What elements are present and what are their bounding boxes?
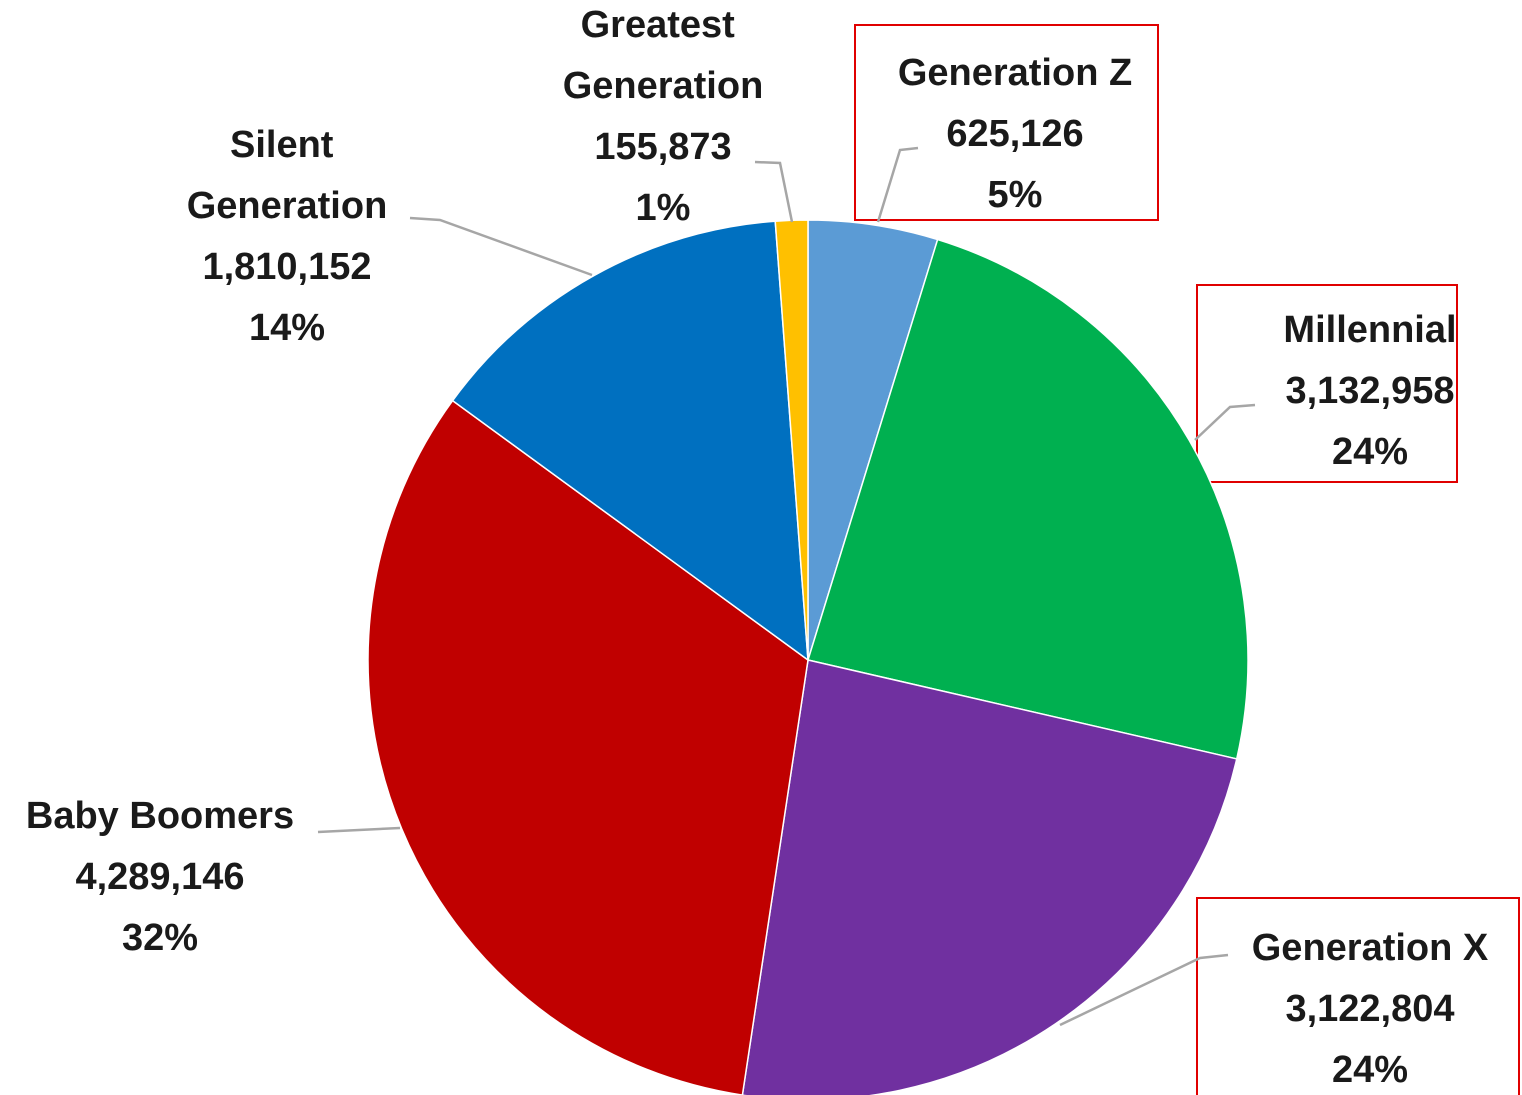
value-label: 1,810,152 (202, 246, 371, 288)
value-label: 4,289,146 (75, 856, 244, 898)
leader-line (317, 826, 401, 834)
pie-slice (741, 659, 1238, 1095)
category-label: Generation X (1252, 927, 1489, 969)
leader-line (1059, 953, 1229, 1027)
highlight-box (1196, 897, 1520, 1095)
percent-label: 14% (249, 307, 325, 349)
category-label: Greatest Generation (563, 4, 764, 107)
pie-slice (807, 238, 1249, 760)
value-label: 155,873 (594, 126, 731, 168)
category-label: Millennial (1283, 309, 1456, 351)
value-label: 3,132,958 (1285, 370, 1454, 412)
highlight-box (854, 24, 1159, 221)
percent-label: 24% (1332, 1049, 1408, 1091)
percent-label: 32% (122, 917, 198, 959)
value-label: 3,122,804 (1285, 988, 1454, 1030)
pie (367, 219, 1249, 1095)
percent-label: 5% (988, 174, 1043, 216)
leader-line (754, 160, 794, 223)
highlight-box (1196, 284, 1458, 483)
data-labels: Generation Z 625,126 5% Millennial 3,132,958… (26, 4, 1489, 1091)
category-label: Baby Boomers (26, 795, 294, 837)
leader-line (1194, 403, 1256, 441)
percent-label: 24% (1332, 431, 1408, 473)
pie-slice (367, 399, 809, 1095)
category-label: Generation Z (898, 52, 1132, 94)
value-label: 625,126 (946, 113, 1083, 155)
category-label: Silent Generation (187, 124, 388, 227)
leader-line (876, 146, 919, 223)
percent-label: 1% (636, 187, 691, 229)
leader-line (409, 216, 593, 277)
pie-slice (451, 220, 809, 662)
